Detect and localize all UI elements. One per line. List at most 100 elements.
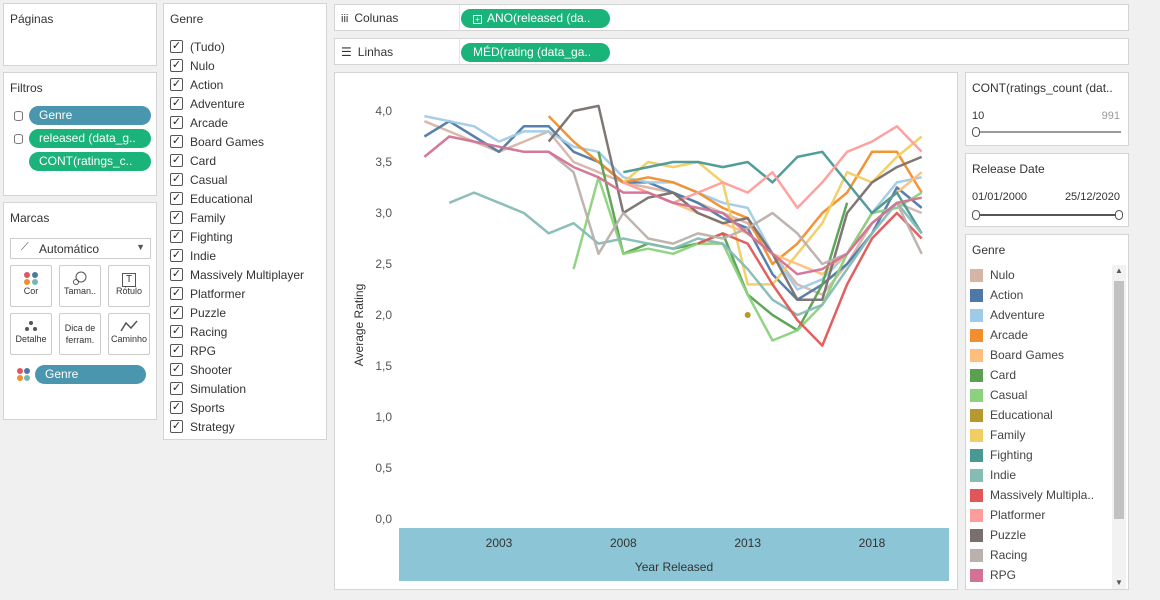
legend-swatch <box>970 548 983 562</box>
series-line-fighting[interactable] <box>623 150 923 235</box>
y-tick-label: 1,0 <box>375 410 392 424</box>
legend-scrollbar[interactable]: ▲ ▼ <box>1112 265 1126 589</box>
checkbox-checked-icon[interactable]: ✓ <box>170 135 183 148</box>
y-tick-label: 2,5 <box>375 257 392 271</box>
legend-item[interactable]: Action <box>970 285 1023 305</box>
legend-item[interactable]: Card <box>970 365 1016 385</box>
genre-filter-item[interactable]: ✓ Casual <box>170 170 227 189</box>
rows-pill[interactable]: MÉD(rating (data_ga.. <box>461 43 610 62</box>
genre-filter-item[interactable]: ✓ Massively Multiplayer <box>170 265 304 284</box>
genre-filter-item[interactable]: ✓ Educational <box>170 189 253 208</box>
legend-item[interactable]: Indie <box>970 465 1016 485</box>
marks-pill-genre[interactable]: Genre <box>35 365 146 384</box>
checkbox-checked-icon[interactable]: ✓ <box>170 230 183 243</box>
detail-button[interactable]: Detalhe <box>10 313 52 355</box>
genre-filter-item[interactable]: ✓ Adventure <box>170 94 245 113</box>
legend-item[interactable]: Arcade <box>970 325 1028 345</box>
genre-filter-item[interactable]: ✓ Family <box>170 208 225 227</box>
checkbox-checked-icon[interactable]: ✓ <box>170 59 183 72</box>
legend-item[interactable]: Massively Multipla.. <box>970 485 1094 505</box>
checkbox-checked-icon[interactable]: ✓ <box>170 363 183 376</box>
legend-item[interactable]: Adventure <box>970 305 1045 325</box>
genre-filter-item[interactable]: ✓ Shooter <box>170 360 232 379</box>
path-button[interactable]: Caminho <box>108 313 150 355</box>
legend-item[interactable]: Platformer <box>970 505 1045 525</box>
checkbox-checked-icon[interactable]: ✓ <box>170 154 183 167</box>
series-line-action[interactable] <box>423 119 923 301</box>
checkbox-checked-icon[interactable]: ✓ <box>170 192 183 205</box>
series-line-massively-multiplayer[interactable] <box>697 211 923 347</box>
genre-filter-item[interactable]: ✓ Card <box>170 151 216 170</box>
checkbox-checked-icon[interactable]: ✓ <box>170 325 183 338</box>
checkbox-checked-icon[interactable]: ✓ <box>170 97 183 110</box>
genre-filter-item[interactable]: ✓ Action <box>170 75 223 94</box>
genre-filter-item[interactable]: ✓ (Tudo) <box>170 37 225 56</box>
checkbox-checked-icon[interactable]: ✓ <box>170 420 183 433</box>
checkbox-checked-icon[interactable]: ✓ <box>170 211 183 224</box>
genre-filter-item[interactable]: ✓ Puzzle <box>170 303 226 322</box>
filter-pill-genre[interactable]: Genre <box>29 106 151 125</box>
genre-filter-item[interactable]: ✓ Arcade <box>170 113 228 132</box>
genre-filter-card: Genre ✓ (Tudo) ✓ Nulo ✓ Action ✓ Adventure ✓ Arca… <box>163 3 327 440</box>
legend-item[interactable]: Casual <box>970 385 1027 405</box>
checkbox-checked-icon[interactable]: ✓ <box>170 249 183 262</box>
legend-label: Casual <box>990 388 1028 402</box>
genre-filter-item[interactable]: ✓ Simulation <box>170 379 246 398</box>
checkbox-checked-icon[interactable]: ✓ <box>170 40 183 53</box>
genre-filter-item[interactable]: ✓ Strategy <box>170 417 235 436</box>
series-line-puzzle[interactable] <box>547 104 923 301</box>
scrollbar-thumb[interactable] <box>1114 281 1124 519</box>
label-button[interactable]: T Rótulo <box>108 265 150 307</box>
scroll-up-icon[interactable]: ▲ <box>1115 266 1123 275</box>
series-line-arcade[interactable] <box>547 115 923 266</box>
legend-item[interactable]: RPG <box>970 565 1016 585</box>
database-icon <box>14 134 23 144</box>
release-date-end-handle[interactable] <box>1115 210 1123 220</box>
legend-item[interactable]: Family <box>970 425 1025 445</box>
mark-type-dropdown[interactable]: ⟋ Automático ▼ <box>10 238 151 259</box>
checkbox-checked-icon[interactable]: ✓ <box>170 268 183 281</box>
columns-pill[interactable]: + ANO(released (da.. <box>461 9 610 28</box>
release-date-start-handle[interactable] <box>972 210 980 220</box>
legend-item[interactable]: Puzzle <box>970 525 1026 545</box>
checkbox-checked-icon[interactable]: ✓ <box>170 382 183 395</box>
legend-item[interactable]: Fighting <box>970 445 1033 465</box>
checkbox-checked-icon[interactable]: ✓ <box>170 78 183 91</box>
legend-label: Educational <box>990 408 1053 422</box>
legend-label: Action <box>990 288 1024 302</box>
shelf-divider <box>459 5 460 30</box>
genre-filter-item[interactable]: ✓ Racing <box>170 322 227 341</box>
plus-box-icon: + <box>473 15 482 24</box>
color-button[interactable]: Cor <box>10 265 52 307</box>
filters-panel: Filtros Genre released (data_g.. CONT(ra… <box>3 72 157 196</box>
ratings-count-filter: CONT(ratings_count (dat.. 10 991 <box>965 72 1129 146</box>
genre-filter-item[interactable]: ✓ Sports <box>170 398 225 417</box>
ratings-count-handle[interactable] <box>972 127 980 137</box>
legend-item[interactable]: Racing <box>970 545 1027 565</box>
genre-filter-item[interactable]: ✓ Board Games <box>170 132 264 151</box>
genre-filter-item[interactable]: ✓ RPG <box>170 341 216 360</box>
series-line-rpg[interactable] <box>423 135 922 276</box>
genre-filter-item[interactable]: ✓ Indie <box>170 246 216 265</box>
filter-pill-ratings-count[interactable]: CONT(ratings_c.. <box>29 152 151 171</box>
series-line-casual[interactable] <box>572 176 923 342</box>
genre-filter-item[interactable]: ✓ Fighting <box>170 227 233 246</box>
filter-pill-released[interactable]: released (data_g.. <box>29 129 151 148</box>
legend-item[interactable]: Board Games <box>970 345 1064 365</box>
checkbox-checked-icon[interactable]: ✓ <box>170 401 183 414</box>
size-button[interactable]: Taman.. <box>59 265 101 307</box>
genre-filter-item[interactable]: ✓ Platformer <box>170 284 245 303</box>
checkbox-checked-icon[interactable]: ✓ <box>170 306 183 319</box>
genre-filter-label: Board Games <box>190 134 265 149</box>
checkbox-checked-icon[interactable]: ✓ <box>170 116 183 129</box>
legend-item[interactable]: Educational <box>970 405 1053 425</box>
series-line-indie[interactable] <box>448 191 923 317</box>
genre-filter-item[interactable]: ✓ Nulo <box>170 56 215 75</box>
scroll-down-icon[interactable]: ▼ <box>1115 578 1123 587</box>
tooltip-button[interactable]: Dica de ferram. <box>59 313 101 355</box>
checkbox-checked-icon[interactable]: ✓ <box>170 287 183 300</box>
checkbox-checked-icon[interactable]: ✓ <box>170 173 183 186</box>
legend-item[interactable]: Nulo <box>970 265 1015 285</box>
checkbox-checked-icon[interactable]: ✓ <box>170 344 183 357</box>
series-point-educational[interactable] <box>744 312 751 318</box>
